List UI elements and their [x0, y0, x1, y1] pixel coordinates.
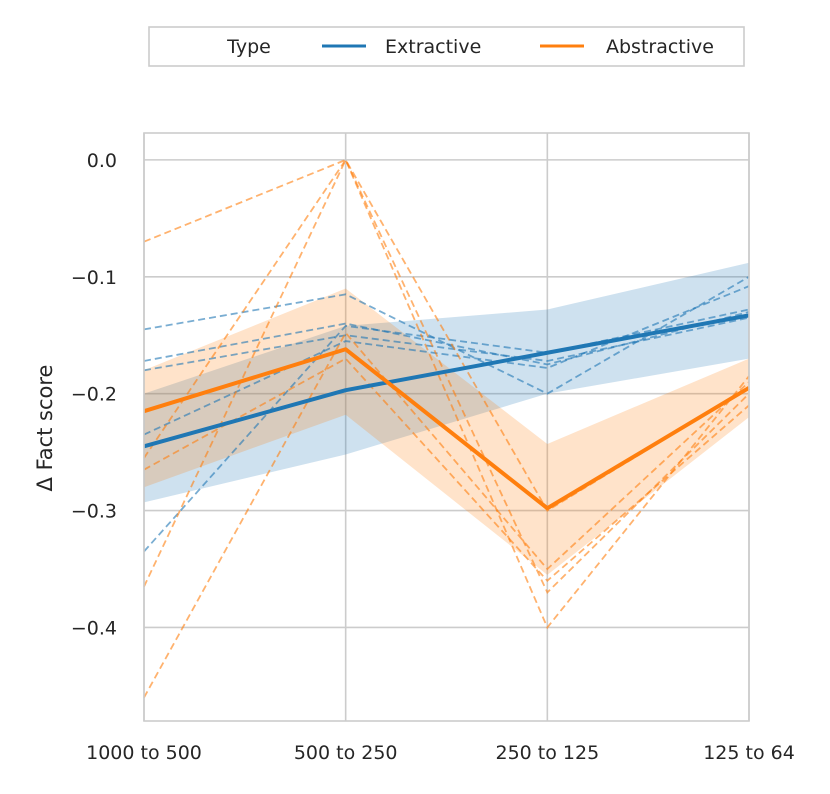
y-tick-label: −0.2 [71, 384, 117, 406]
legend-box [148, 26, 745, 67]
legend-label-extractive: Extractive [385, 36, 481, 58]
y-tick-label: −0.1 [71, 267, 117, 289]
y-axis-label: Δ Fact score [33, 365, 57, 492]
run-line-extractive [143, 310, 750, 366]
mean-line-extractive [143, 313, 750, 449]
run-line-extractive [143, 276, 750, 395]
x-tick-label: 1000 to 500 [86, 742, 202, 764]
y-tick-labels: 0.0 −0.1 −0.2 −0.3 −0.4 [71, 150, 117, 640]
run-line-abstractive [143, 331, 750, 699]
legend-title: Type [226, 36, 271, 58]
run-line-extractive [143, 316, 750, 372]
run-line-extractive [143, 285, 750, 436]
y-tick-label: −0.4 [71, 617, 117, 639]
x-tick-label: 125 to 64 [703, 742, 795, 764]
confidence-bands [144, 262, 749, 575]
y-tick-label: −0.3 [71, 501, 117, 523]
mean-lines [143, 313, 751, 511]
legend: Type Extractive Abstractive [148, 26, 745, 67]
run-line-abstractive [143, 357, 750, 582]
plot-frame [143, 132, 750, 722]
x-tick-label: 500 to 250 [294, 742, 398, 764]
x-tick-label: 250 to 125 [495, 742, 599, 764]
run-line-extractive [143, 308, 750, 553]
confidence-band-extractive [144, 262, 749, 503]
confidence-band-abstractive [144, 288, 749, 575]
x-tick-labels: 1000 to 500 500 to 250 250 to 125 125 to 64 [86, 742, 795, 764]
y-tick-label: 0.0 [87, 150, 117, 172]
mean-line-abstractive [143, 347, 751, 511]
legend-label-abstractive: Abstractive [606, 36, 714, 58]
